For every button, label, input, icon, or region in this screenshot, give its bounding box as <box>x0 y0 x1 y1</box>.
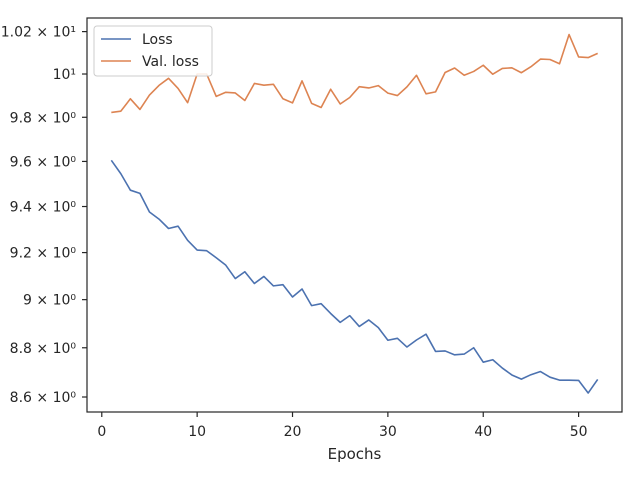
y-tick-label: 9.4 × 10⁰ <box>10 200 77 216</box>
y-tick-label: 9.2 × 10⁰ <box>10 246 77 262</box>
legend-label-loss: Loss <box>142 32 173 48</box>
x-axis-label: Epochs <box>328 445 382 463</box>
x-tick-label: 30 <box>379 424 397 440</box>
plot-frame <box>86 17 623 413</box>
series-line-val-loss <box>111 33 599 114</box>
x-tick-label: 50 <box>570 424 588 440</box>
x-tick-label: 10 <box>188 424 206 440</box>
y-tick-label: 9.8 × 10⁰ <box>10 110 77 126</box>
x-tick-label: 0 <box>97 424 106 440</box>
x-tick-label: 20 <box>284 424 302 440</box>
series-layer <box>110 33 599 394</box>
y-tick-label: 10¹ <box>53 67 76 83</box>
plot-background <box>87 18 622 412</box>
legend: Loss Val. loss <box>93 25 213 77</box>
tick-layer: 0 10 20 30 40 50 8.6 × 10⁰ 8.8 × 10⁰ 9 × 10⁰ 9.2 … <box>1 25 588 440</box>
legend-label-val-loss: Val. loss <box>142 54 199 70</box>
y-tick-label: 9 × 10⁰ <box>23 293 76 309</box>
y-tick-label: 9.6 × 10⁰ <box>10 154 77 170</box>
y-tick-label: 8.6 × 10⁰ <box>10 390 77 406</box>
x-tick-label: 40 <box>474 424 492 440</box>
y-tick-label: 1.02 × 10¹ <box>1 25 76 41</box>
y-tick-label: 8.8 × 10⁰ <box>10 341 77 357</box>
series-line-loss <box>110 159 599 394</box>
